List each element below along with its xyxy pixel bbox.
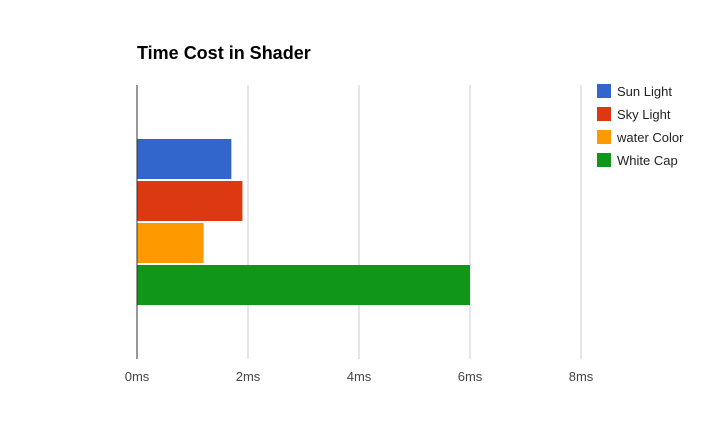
legend-swatch xyxy=(597,84,611,98)
bars xyxy=(137,139,470,305)
axis: 0ms 2ms 4ms 6ms 8ms xyxy=(125,85,594,384)
legend: Sun Light Sky Light water Color White Cap xyxy=(597,84,684,168)
legend-item[interactable]: Sun Light xyxy=(597,84,672,99)
legend-swatch xyxy=(597,107,611,121)
legend-label: White Cap xyxy=(617,153,678,168)
legend-item[interactable]: Sky Light xyxy=(597,107,671,122)
bar-white-cap[interactable] xyxy=(137,265,470,305)
x-tick-label: 6ms xyxy=(458,369,483,384)
gridlines xyxy=(247,85,582,359)
x-tick-label: 2ms xyxy=(236,369,261,384)
x-tick-label: 8ms xyxy=(569,369,594,384)
bar-sky-light[interactable] xyxy=(137,181,243,221)
legend-label: water Color xyxy=(616,130,684,145)
legend-label: Sun Light xyxy=(617,84,672,99)
legend-swatch xyxy=(597,130,611,144)
legend-label: Sky Light xyxy=(617,107,671,122)
x-tick-label: 0ms xyxy=(125,369,150,384)
bar-water-color[interactable] xyxy=(137,223,204,263)
legend-item[interactable]: White Cap xyxy=(597,153,678,168)
chart-title: Time Cost in Shader xyxy=(137,43,311,63)
bar-sun-light[interactable] xyxy=(137,139,232,179)
x-tick-label: 4ms xyxy=(347,369,372,384)
legend-swatch xyxy=(597,153,611,167)
legend-item[interactable]: water Color xyxy=(597,130,684,145)
